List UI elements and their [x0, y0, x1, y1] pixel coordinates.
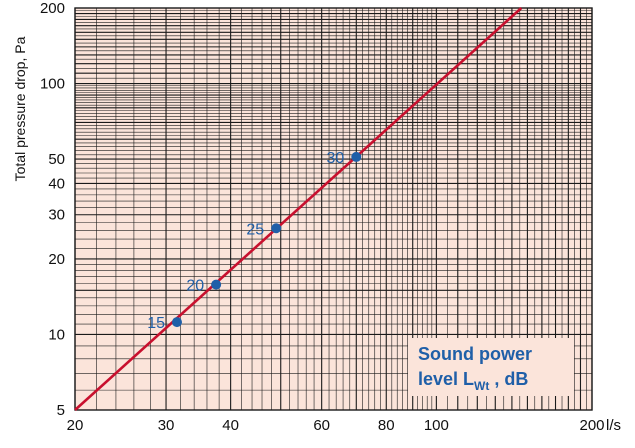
y-tick-label: 100 — [40, 76, 65, 93]
sound-power-label: 15 — [147, 315, 165, 332]
sound-power-point — [211, 279, 222, 290]
sound-power-label: 30 — [326, 150, 344, 167]
data-points: 15 20 25 30 — [147, 150, 362, 332]
x-tick-label: 100 — [424, 417, 449, 434]
series-lines — [74, 7, 523, 411]
y-axis-label: Total pressure drop, Pa — [12, 36, 28, 181]
legend-line-2: level LWt , dB — [418, 369, 528, 393]
y-tick-label: 30 — [48, 207, 65, 224]
x-tick-label: 30 — [158, 417, 175, 434]
x-tick-label: 40 — [222, 417, 239, 434]
sound-power-point — [171, 317, 182, 328]
x-tick-label: 20 — [67, 417, 84, 434]
sound-power-label: 20 — [186, 278, 204, 295]
sound-power-point — [351, 151, 362, 162]
y-tick-label: 5 — [57, 402, 65, 419]
x-axis-unit: l/s — [606, 417, 621, 434]
y-tick-label: 50 — [48, 151, 65, 168]
legend-line-1: Sound power — [418, 344, 532, 364]
y-tick-labels: 5 10 20 30 40 50 100 200 — [40, 0, 65, 419]
y-tick-label: 200 — [40, 0, 65, 17]
plot-frame — [74, 7, 593, 411]
y-tick-label: 20 — [48, 251, 65, 268]
y-tick-label: 40 — [48, 175, 65, 192]
legend-suffix: , dB — [489, 369, 528, 389]
sound-power-point — [271, 223, 282, 234]
x-tick-label: 80 — [378, 417, 395, 434]
x-tick-label: 60 — [313, 417, 330, 434]
x-tick-label: 200 — [579, 417, 604, 434]
legend-subscript: Wt — [474, 379, 489, 393]
legend-main: level L — [418, 369, 474, 389]
y-tick-label: 10 — [48, 326, 65, 343]
legend-background — [408, 338, 574, 396]
legend-box: Sound power level LWt , dB — [408, 338, 574, 396]
pressure-drop-line — [74, 7, 523, 411]
x-tick-labels: 20 30 40 60 80 100 200 l/s — [67, 417, 621, 434]
sound-power-label: 25 — [246, 221, 264, 238]
